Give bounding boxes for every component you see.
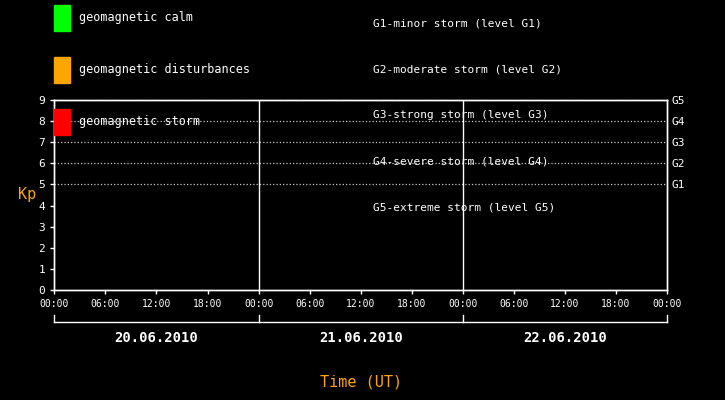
Text: G3-strong storm (level G3): G3-strong storm (level G3) [373,110,549,120]
Text: geomagnetic calm: geomagnetic calm [79,12,193,24]
Text: 22.06.2010: 22.06.2010 [523,331,607,345]
Text: geomagnetic disturbances: geomagnetic disturbances [79,64,250,76]
Text: Time (UT): Time (UT) [320,374,402,390]
Text: 20.06.2010: 20.06.2010 [115,331,199,345]
Text: geomagnetic storm: geomagnetic storm [79,116,200,128]
Text: G4-severe storm (level G4): G4-severe storm (level G4) [373,156,549,166]
Text: G5-extreme storm (level G5): G5-extreme storm (level G5) [373,202,555,212]
Text: 21.06.2010: 21.06.2010 [319,331,402,345]
Y-axis label: Kp: Kp [18,188,36,202]
Text: G1-minor storm (level G1): G1-minor storm (level G1) [373,18,542,28]
Text: G2-moderate storm (level G2): G2-moderate storm (level G2) [373,64,563,74]
